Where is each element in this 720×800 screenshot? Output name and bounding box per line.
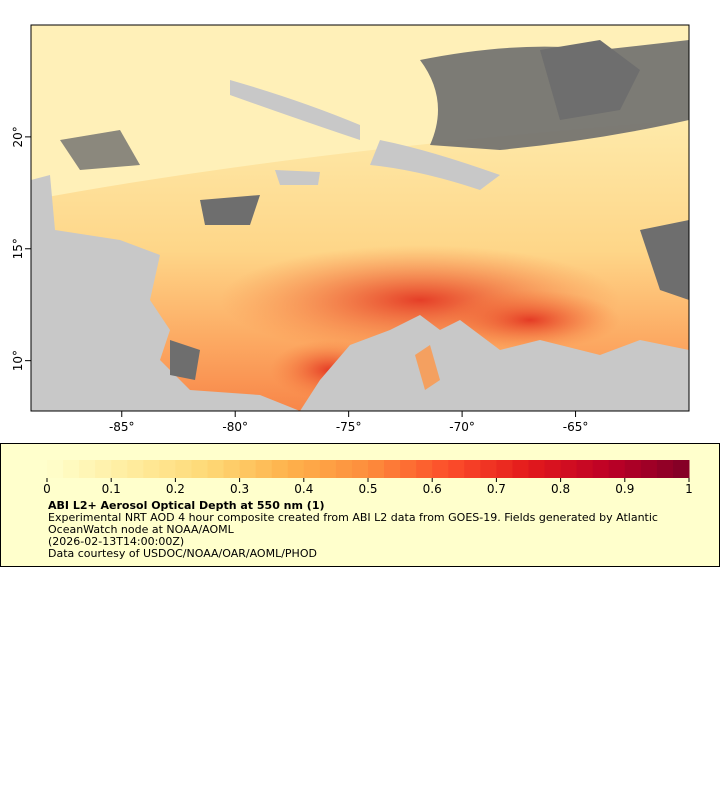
colorbar-step bbox=[255, 460, 273, 478]
colorbar-step bbox=[464, 460, 481, 478]
colorbar-step bbox=[480, 460, 497, 478]
colorbar-step bbox=[127, 460, 144, 478]
colorbar-step bbox=[528, 460, 546, 478]
y-tick-label: 15° bbox=[11, 238, 25, 259]
colorbar-step bbox=[416, 460, 433, 478]
colorbar-step bbox=[223, 460, 241, 478]
y-tick-label: 10° bbox=[11, 350, 25, 371]
colorbar-step bbox=[576, 460, 594, 478]
colorbar-step bbox=[239, 460, 257, 478]
legend-title: ABI L2+ Aerosol Optical Depth at 550 nm … bbox=[48, 499, 325, 512]
colorbar-step bbox=[560, 460, 578, 478]
colorbar-step bbox=[351, 460, 369, 478]
colorbar-tick-label: 0.2 bbox=[166, 482, 185, 496]
legend-credit: Data courtesy of USDOC/NOAA/OAR/AOML/PHO… bbox=[48, 547, 317, 560]
colorbar-step bbox=[287, 460, 305, 478]
colorbar-tick-label: 0.4 bbox=[294, 482, 313, 496]
colorbar-step bbox=[335, 460, 353, 478]
colorbar-step bbox=[79, 460, 96, 478]
colorbar-step bbox=[640, 460, 658, 478]
colorbar-step bbox=[191, 460, 208, 478]
legend-time: (2026-02-13T14:00:00Z) bbox=[48, 535, 185, 548]
colorbar-step bbox=[303, 460, 321, 478]
colorbar-step bbox=[143, 460, 160, 478]
colorbar-step bbox=[400, 460, 417, 478]
colorbar-step bbox=[496, 460, 513, 478]
colorbar-step bbox=[47, 460, 64, 478]
x-tick-label: -85° bbox=[109, 420, 135, 434]
axes: -85° -80° -75° -70° -65° 10° 15° 20° bbox=[11, 126, 588, 434]
colorbar-step bbox=[95, 460, 112, 478]
colorbar-step bbox=[512, 460, 529, 478]
colorbar-step bbox=[63, 460, 80, 478]
colorbar-step bbox=[175, 460, 192, 478]
colorbar-step bbox=[319, 460, 337, 478]
colorbar-tick-label: 0.8 bbox=[551, 482, 570, 496]
colorbar-step bbox=[448, 460, 465, 478]
legend-text: ABI L2+ Aerosol Optical Depth at 550 nm … bbox=[48, 500, 688, 560]
colorbar-step bbox=[368, 460, 385, 478]
colorbar-step bbox=[656, 460, 674, 478]
colorbar-tick-label: 1 bbox=[685, 482, 693, 496]
colorbar-tick-label: 0.7 bbox=[487, 482, 506, 496]
x-tick-label: -65° bbox=[563, 420, 589, 434]
colorbar-step bbox=[624, 460, 642, 478]
map-image bbox=[31, 25, 689, 411]
colorbar: 0 0.1 0.2 0.3 0.4 0.5 0.6 0.7 0.8 0.9 1 bbox=[43, 460, 693, 496]
colorbar-step bbox=[544, 460, 562, 478]
legend-description: Experimental NRT AOD 4 hour composite cr… bbox=[48, 511, 658, 536]
colorbar-tick-label: 0 bbox=[43, 482, 51, 496]
map-frame bbox=[30, 24, 690, 412]
colorbar-step bbox=[432, 460, 449, 478]
colorbar-tick-label: 0.1 bbox=[102, 482, 121, 496]
x-tick-label: -80° bbox=[222, 420, 248, 434]
colorbar-step bbox=[592, 460, 610, 478]
colorbar-tick-label: 0.5 bbox=[358, 482, 377, 496]
colorbar-tick-label: 0.3 bbox=[230, 482, 249, 496]
x-tick-label: -75° bbox=[336, 420, 362, 434]
y-tick-label: 20° bbox=[11, 126, 25, 147]
colorbar-step bbox=[111, 460, 128, 478]
colorbar-step bbox=[672, 460, 690, 478]
x-tick-label: -70° bbox=[449, 420, 475, 434]
colorbar-tick-label: 0.9 bbox=[615, 482, 634, 496]
colorbar-step bbox=[207, 460, 225, 478]
colorbar-step bbox=[608, 460, 626, 478]
colorbar-tick-label: 0.6 bbox=[423, 482, 442, 496]
colorbar-step bbox=[271, 460, 289, 478]
colorbar-step bbox=[384, 460, 401, 478]
colorbar-step bbox=[159, 460, 176, 478]
